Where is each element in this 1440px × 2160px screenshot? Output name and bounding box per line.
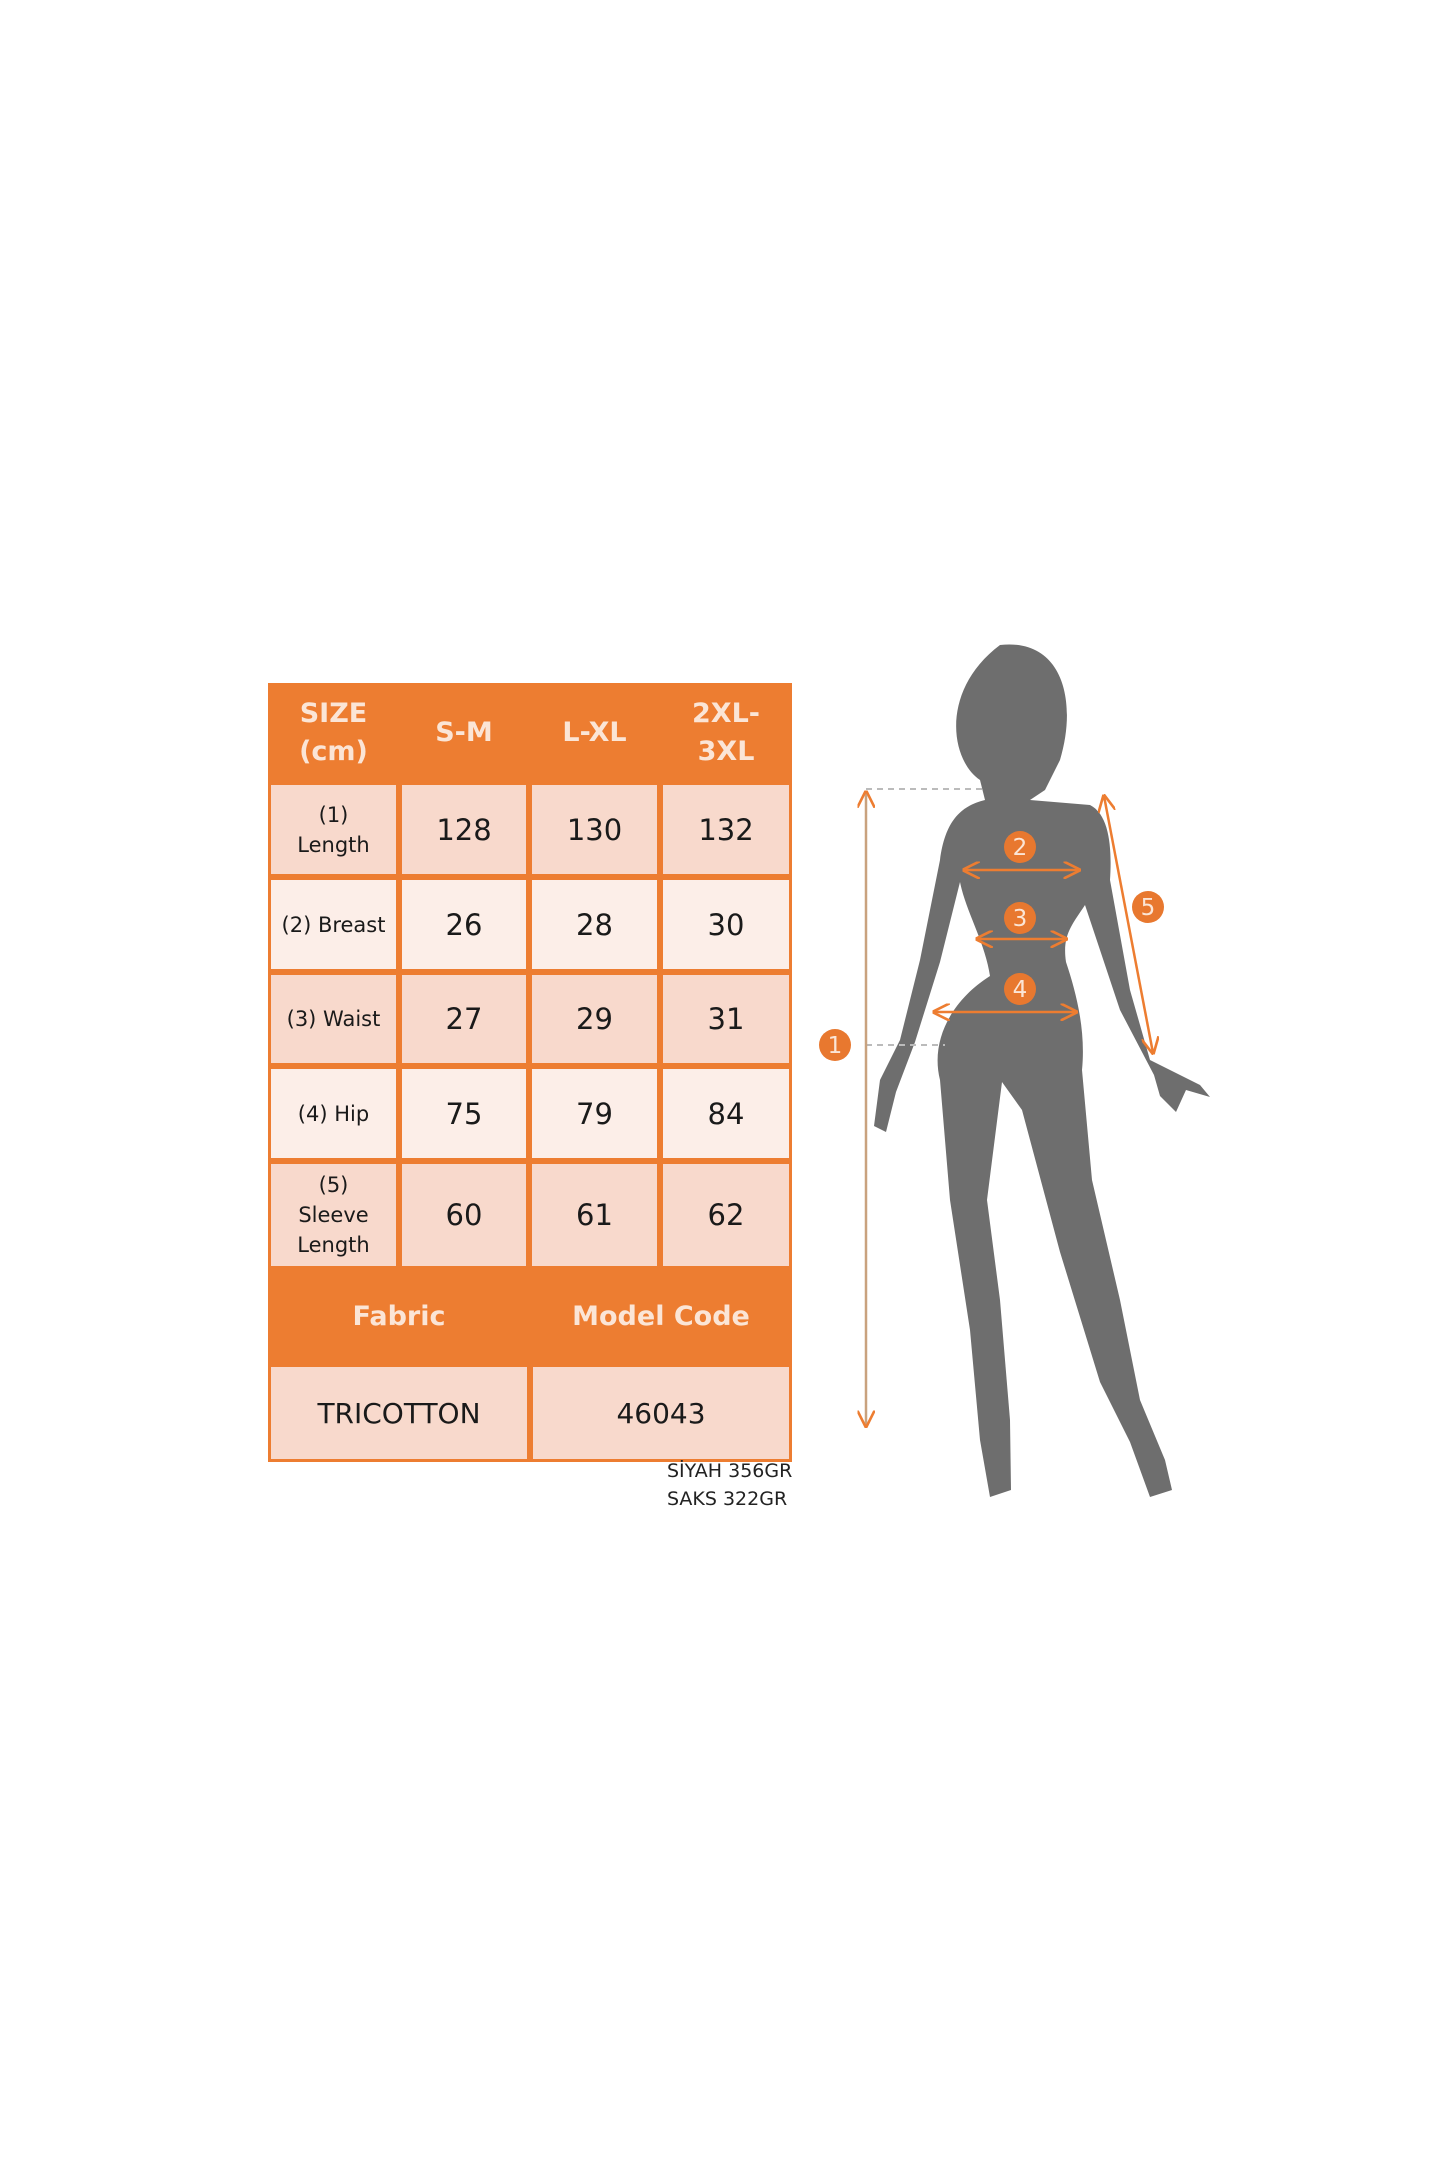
row-label: (4) Hip	[271, 1069, 396, 1158]
row-value: 27	[402, 975, 526, 1063]
row-value: 62	[663, 1164, 789, 1266]
size-chart-table: SIZE (cm) S-M L-XL 2XL-3XL Fabric Model …	[268, 683, 792, 1462]
marker-label: 1	[828, 1033, 843, 1059]
marker-label: 3	[1013, 906, 1028, 932]
row-value: 28	[532, 880, 657, 969]
weight-note-saks: SAKS 322GR	[667, 1488, 788, 1510]
row-label: (2) Breast	[271, 880, 396, 969]
header-l-xl: L-XL	[562, 716, 627, 748]
marker-circle-3	[1004, 902, 1036, 934]
sleeve-arrow	[1104, 796, 1153, 1053]
row-value: 30	[663, 880, 789, 969]
row-value: 79	[532, 1069, 657, 1158]
row-label: (3) Waist	[271, 975, 396, 1063]
marker-label: 5	[1141, 895, 1156, 921]
woman-silhouette	[874, 644, 1210, 1497]
row-label: (1) Length	[271, 785, 396, 874]
model-code-value: 46043	[533, 1367, 789, 1459]
fabric-value: TRICOTTON	[271, 1367, 527, 1459]
row-value: 60	[402, 1164, 526, 1266]
marker-circle-2	[1004, 831, 1036, 863]
header-2xl-3xl: 2XL-3XL	[691, 697, 760, 767]
fabric-header: Fabric	[352, 1300, 446, 1332]
row-value: 128	[402, 785, 526, 874]
header-size: SIZE (cm)	[299, 697, 368, 767]
row-value: 61	[532, 1164, 657, 1266]
row-value: 75	[402, 1069, 526, 1158]
marker-circle-1	[819, 1029, 851, 1061]
marker-label: 2	[1013, 835, 1028, 861]
row-value: 29	[532, 975, 657, 1063]
header-s-m: S-M	[435, 716, 493, 748]
marker-label: 4	[1013, 977, 1028, 1003]
row-value: 26	[402, 880, 526, 969]
model-code-header: Model Code	[572, 1300, 750, 1332]
weight-note-siyah: SİYAH 356GR	[667, 1460, 793, 1482]
marker-circle-4	[1004, 973, 1036, 1005]
row-value: 31	[663, 975, 789, 1063]
row-label: (5) Sleeve Length	[271, 1164, 396, 1266]
row-value: 132	[663, 785, 789, 874]
row-value: 130	[532, 785, 657, 874]
row-value: 84	[663, 1069, 789, 1158]
marker-circle-5	[1132, 891, 1164, 923]
